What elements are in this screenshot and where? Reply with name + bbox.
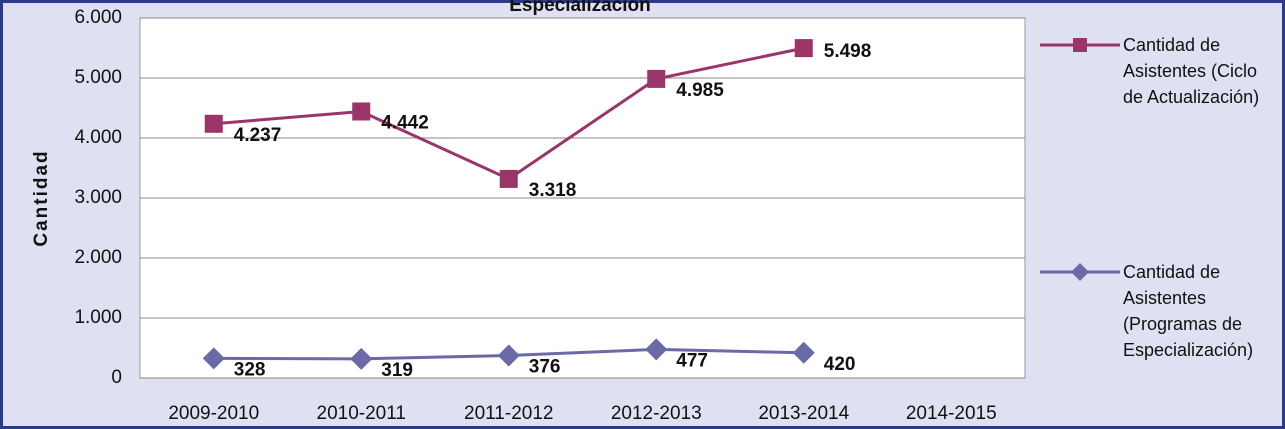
x-tick-label: 2011-2012 [464,403,553,424]
marker [352,102,371,121]
data-label: 477 [676,350,708,371]
x-tick-label: 2013-2014 [758,403,849,424]
y-tick-label: 4.000 [74,127,122,148]
data-label: 328 [234,359,266,380]
y-tick-label: 1.000 [74,307,122,328]
y-tick-label: 2.000 [74,247,122,268]
y-tick-label: 3.000 [74,187,122,208]
marker [499,169,518,188]
data-label: 420 [824,354,856,375]
marker [350,347,373,370]
data-label: 319 [381,360,413,381]
y-tick-label: 0 [111,367,122,388]
x-tick-label: 2014-2015 [906,403,997,424]
y-tick-label: 6.000 [74,7,122,28]
marker [202,347,225,370]
legend-label: Cantidad de Asistentes (Programas de Esp… [1123,262,1254,360]
legend-label: Cantidad de Asistentes (Ciclo de Actuali… [1123,35,1260,107]
legend-marker [1071,263,1089,281]
marker [204,114,223,133]
marker [794,39,813,58]
y-tick-label: 5.000 [74,67,122,88]
marker [645,338,668,361]
marker [647,69,666,88]
data-label: 4.442 [381,112,429,133]
legend-marker [1073,38,1087,52]
y-axis-label: Cantidad [31,149,52,246]
chart-title: Especialización [509,0,651,16]
x-tick-label: 2009-2010 [168,403,259,424]
marker [792,341,815,364]
data-label: 376 [529,356,561,377]
x-tick-label: 2012-2013 [611,403,702,424]
x-tick-label: 2010-2011 [317,403,406,424]
marker [497,344,520,367]
data-label: 3.318 [529,180,577,201]
data-label: 4.985 [676,80,724,101]
data-label: 4.237 [234,125,282,146]
data-label: 5.498 [824,41,872,62]
